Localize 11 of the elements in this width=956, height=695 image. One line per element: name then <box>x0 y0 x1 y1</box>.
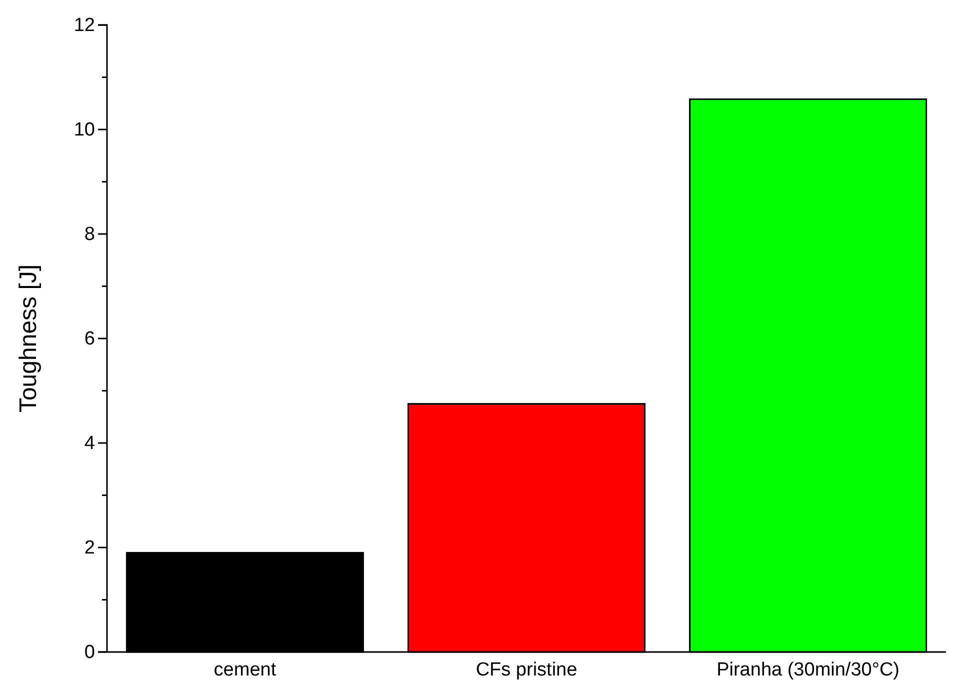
y-axis-title: Toughness [J] <box>15 264 42 413</box>
x-tick-label: Piranha (30min/30°C) <box>716 659 900 680</box>
y-tick-label: 8 <box>84 224 95 246</box>
y-tick-label: 0 <box>84 642 95 664</box>
y-tick-label: 4 <box>84 433 96 454</box>
x-tick-label: CFs pristine <box>476 659 578 680</box>
y-tick-label: 12 <box>74 15 95 36</box>
y-tick-label: 6 <box>84 328 95 350</box>
y-tick-label: 10 <box>74 120 95 141</box>
x-tick-label: cement <box>214 659 277 680</box>
y-tick-label: 2 <box>84 538 95 559</box>
